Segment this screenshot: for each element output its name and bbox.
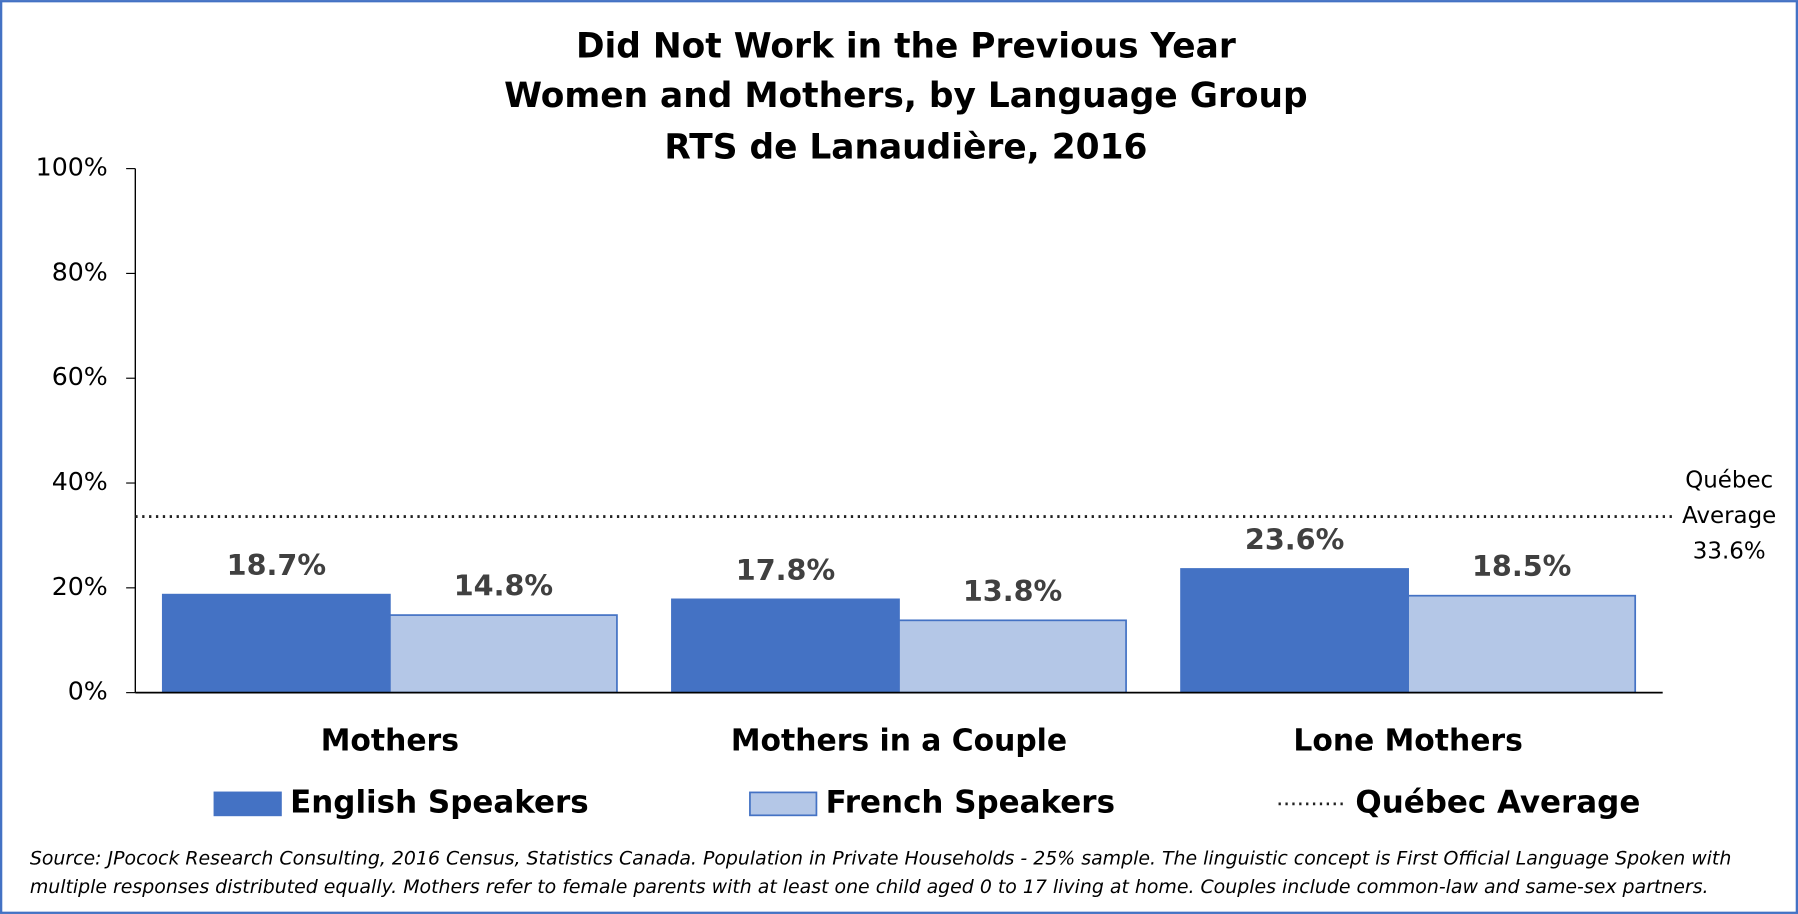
- legend-label: Québec Average: [1355, 784, 1640, 820]
- y-tick-label: 60%: [52, 362, 108, 391]
- bar: [671, 598, 900, 694]
- bar: [161, 593, 391, 694]
- bar: [1407, 594, 1637, 694]
- chart-title: Women and Mothers, by Language Group: [504, 76, 1308, 116]
- source-note: multiple responses distributed equally. …: [30, 876, 1709, 898]
- reference-label: Average: [1682, 503, 1776, 529]
- value-label: 14.8%: [454, 569, 553, 603]
- legend-label: French Speakers: [826, 784, 1115, 820]
- y-tick-label: 40%: [52, 467, 108, 496]
- y-tick-label: 80%: [52, 257, 108, 286]
- value-label: 23.6%: [1245, 522, 1344, 556]
- chart-title: Did Not Work in the Previous Year: [576, 27, 1236, 67]
- value-label: 13.8%: [963, 574, 1062, 608]
- value-label: 18.5%: [1472, 549, 1571, 583]
- bar: [389, 614, 618, 694]
- legend-label: English Speakers: [290, 784, 589, 820]
- x-tick-label: Lone Mothers: [1293, 723, 1522, 758]
- value-label: 18.7%: [227, 548, 326, 582]
- legend-swatch: [213, 791, 282, 817]
- reference-label: 33.6%: [1693, 539, 1766, 565]
- bar: [1180, 568, 1409, 694]
- source-note: Source: JPocock Research Consulting, 201…: [30, 847, 1732, 869]
- x-tick-label: Mothers: [321, 723, 459, 758]
- y-tick-label: 0%: [68, 677, 108, 706]
- bar: [898, 619, 1127, 694]
- y-tick-label: 100%: [36, 153, 108, 182]
- legend-swatch: [749, 791, 818, 817]
- chart-title: RTS de Lanaudière, 2016: [664, 128, 1147, 168]
- value-label: 17.8%: [736, 553, 835, 587]
- reference-label: Québec: [1685, 468, 1773, 494]
- y-tick-label: 20%: [52, 572, 108, 601]
- x-tick-label: Mothers in a Couple: [731, 723, 1067, 758]
